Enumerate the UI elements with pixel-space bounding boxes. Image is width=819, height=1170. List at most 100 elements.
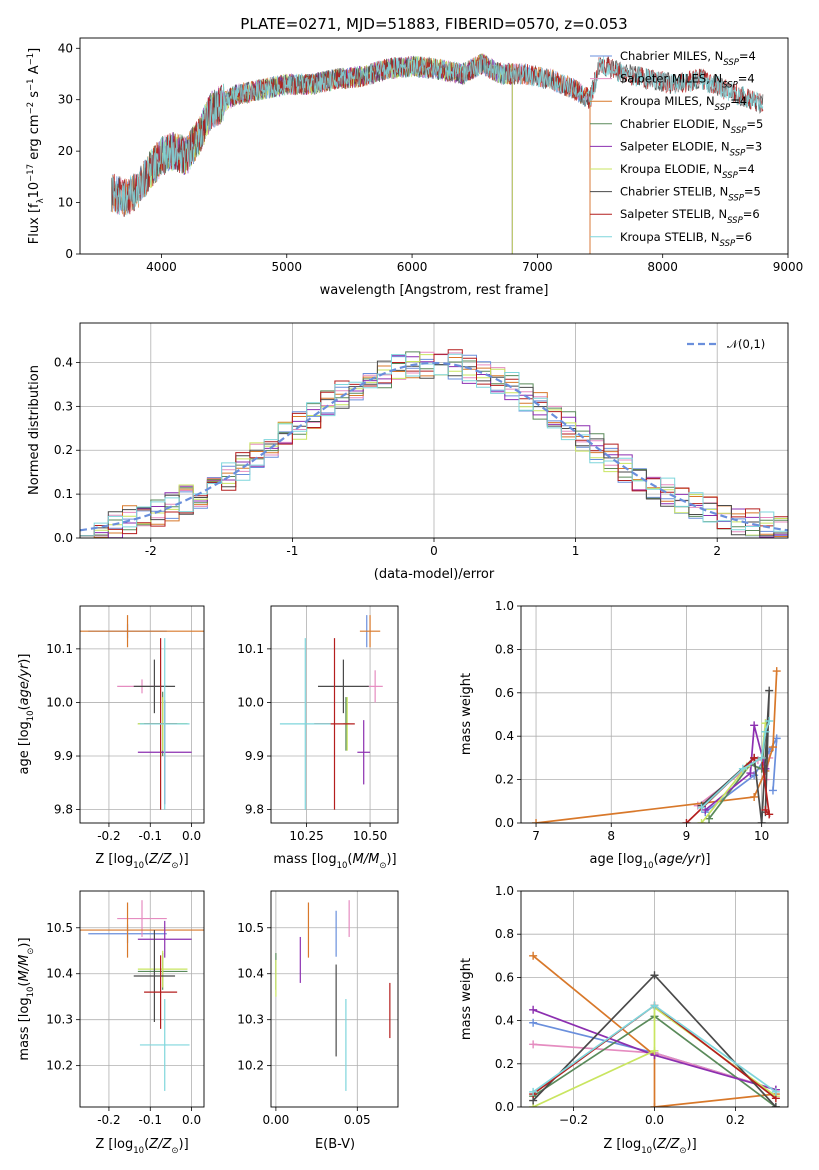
legend-label: Kroupa MILES, NSSP=4	[620, 94, 747, 113]
gaussian-curve	[80, 361, 788, 532]
plot-content	[275, 900, 391, 1091]
x-tick-label: 0	[430, 544, 438, 558]
legend-label: 𝒩(0,1)	[727, 337, 765, 351]
mass-weight-marker	[746, 769, 755, 778]
x-tick-label: 0.05	[344, 1113, 371, 1127]
legend-label: Salpeter STELIB, NSSP=6	[620, 207, 760, 226]
x-tick-label: -0.1	[139, 1113, 162, 1127]
plot-content	[532, 667, 781, 823]
axes-spectrum: 4000 5000 6000 7000 8000 9000 0 10 20 30 40 wavelen…	[26, 37, 803, 298]
y-tick-label: 10.3	[237, 1013, 264, 1027]
y-tick-label: 0.4	[495, 1014, 514, 1028]
y-tick-label: 0.4	[495, 729, 514, 743]
x-tick-label: -0.1	[139, 829, 162, 843]
y-tick-label: 40	[58, 41, 73, 55]
mass-weight-marker	[682, 819, 691, 823]
y-tick-label: 9.8	[245, 803, 264, 817]
x-tick-label: -0.2	[97, 829, 120, 843]
x-axis-label: wavelength [Angstrom, rest frame]	[320, 283, 549, 298]
plot-area	[271, 891, 398, 1107]
legend-label: Chabrier MILES, NSSP=4	[620, 49, 756, 68]
y-tick-label: 9.9	[54, 749, 73, 763]
mass-weight-marker	[650, 1046, 659, 1055]
y-tick-label: 0.2	[54, 443, 73, 457]
mass-weight-marker	[650, 1103, 659, 1107]
x-tick-label: -0.2	[97, 1113, 120, 1127]
mass-weight-marker	[532, 819, 541, 823]
mass-weight-marker	[761, 805, 770, 814]
mass-weight-marker	[529, 1040, 538, 1049]
axes-frame	[79, 37, 789, 255]
mass-weight-marker	[529, 1018, 538, 1027]
x-tick-label: 0.0	[645, 1113, 664, 1127]
y-tick-label: 10	[58, 196, 73, 210]
mass-weight-marker	[750, 721, 759, 730]
mass-weight-marker	[771, 1087, 780, 1096]
mass-weight-marker	[750, 753, 759, 762]
y-tick-label: 10.2	[237, 1059, 264, 1073]
axes-frame	[520, 890, 789, 1108]
plot-content	[110, 53, 764, 254]
y-tick-label: 10.0	[46, 695, 73, 709]
x-tick-label: -2	[145, 544, 157, 558]
plot-area	[521, 606, 788, 823]
x-axis-label: Z [log10(Z/Z⊙)]	[95, 1137, 188, 1156]
x-axis-label: Z [log10(Z/Z⊙)]	[603, 1137, 696, 1156]
plot-content	[529, 951, 780, 1107]
y-tick-label: 10.4	[46, 967, 73, 981]
y-axis-label: age [log10(age/yr)]	[17, 654, 36, 775]
x-tick-label: 0.0	[182, 829, 201, 843]
spectrum-line	[110, 54, 764, 216]
x-axis-label: (data-model)/error	[374, 567, 495, 582]
y-tick-label: 10.4	[237, 967, 264, 981]
y-axis-label: mass weight	[459, 673, 474, 755]
mass-weight-marker	[650, 1001, 659, 1010]
mass-weight-marker	[772, 667, 781, 676]
mass-weight-marker	[738, 764, 747, 773]
x-axis-label: E(B-V)	[315, 1137, 355, 1152]
legend-label: Kroupa ELODIE, NSSP=4	[620, 162, 755, 181]
axes-mass_vs_Z: -0.2 -0.1 0.0 10.2 10.3 10.4 10.5 Z [log10(Z/Z⊙…	[17, 890, 205, 1156]
axes-frame	[520, 605, 789, 824]
y-tick-label: 0.1	[54, 487, 73, 501]
mass-weight-marker	[765, 686, 774, 695]
y-tick-label: 0.2	[495, 1057, 514, 1071]
x-tick-label: 5000	[271, 260, 302, 274]
legend-label: Salpeter MILES, NSSP=4	[620, 72, 755, 91]
y-tick-label: 0.6	[495, 970, 514, 984]
x-tick-label: −0.2	[559, 1113, 588, 1127]
axes-massweight_vs_age: 7 8 9 10 0.0 0.2 0.4 0.6 0.8 1.0 age [log10(age/yr…	[459, 599, 789, 871]
mass-weight-marker	[697, 819, 706, 823]
y-axis-label: mass weight	[459, 958, 474, 1040]
axes-age_vs_Z: -0.2 -0.1 0.0 9.8 9.9 10.0 10.1 Z [log10(Z/Z⊙)]…	[17, 605, 205, 871]
x-tick-label: 0.0	[182, 1113, 201, 1127]
axes-age_vs_mass: 10.25 10.50 9.8 9.9 10.0 10.1 mass [log10(M/M⊙…	[237, 605, 399, 871]
y-tick-label: 0.4	[54, 355, 73, 369]
x-tick-label: 0.00	[263, 1113, 290, 1127]
mass-weight-line	[704, 725, 767, 811]
mass-weight-marker	[705, 814, 714, 823]
legend-label: Chabrier STELIB, NSSP=5	[620, 185, 761, 204]
y-tick-label: 0.0	[54, 531, 73, 545]
plot-area	[80, 606, 204, 823]
x-tick-label: 10.25	[289, 829, 323, 843]
histogram-salpeter-stelib	[80, 349, 788, 537]
x-axis-label: Z [log10(Z/Z⊙)]	[95, 852, 188, 871]
y-axis-label: Normed distribution	[27, 365, 42, 495]
x-axis-label: age [log10(age/yr)]	[590, 852, 711, 871]
mass-weight-marker	[768, 743, 777, 752]
axes-frame	[270, 890, 399, 1108]
legend-label: Salpeter ELODIE, NSSP=3	[620, 139, 762, 158]
y-tick-label: 10.2	[46, 1059, 73, 1073]
mass-weight-marker	[529, 1005, 538, 1014]
y-tick-label: 10.1	[237, 642, 264, 656]
mass-weight-marker	[757, 753, 766, 762]
axes-residuals: -2 -1 0 1 2 0.0 0.1 0.2 0.3 0.4 (data-model)/error…	[27, 322, 789, 582]
mass-weight-marker	[697, 803, 706, 812]
y-tick-label: 10.1	[46, 642, 73, 656]
x-tick-label: 4000	[146, 260, 177, 274]
x-tick-label: 10	[754, 829, 769, 843]
y-tick-label: 1.0	[495, 884, 514, 898]
axes-mass_vs_EBV: 0.00 0.05 10.2 10.3 10.4 10.5 E(B-V)	[237, 890, 399, 1152]
